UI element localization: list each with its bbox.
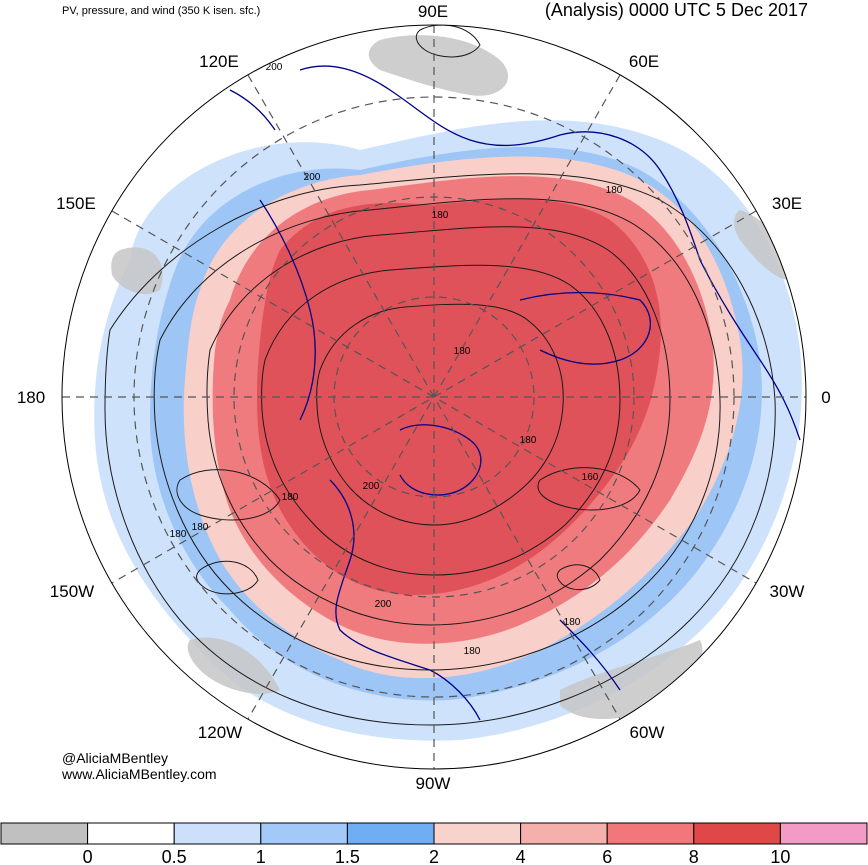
lon-label-30e: 30E (772, 194, 802, 213)
lon-label-30w: 30W (770, 582, 805, 601)
colorbar-swatch (779, 822, 868, 845)
contour-label: 180 (454, 346, 471, 357)
colorbar-tick-label: 0 (83, 847, 93, 865)
contour-label: 160 (582, 472, 599, 483)
colorbar-tick-label: 1 (256, 847, 266, 865)
colorbar-tick-label: 2 (429, 847, 439, 865)
lon-label-120w: 120W (198, 723, 242, 742)
lon-label-90e: 90E (418, 2, 448, 21)
lon-label-120e: 120E (199, 52, 239, 71)
lon-label-60e: 60E (629, 52, 659, 71)
colorbar-swatch (693, 822, 781, 845)
contour-label: 180 (192, 522, 209, 533)
lon-label-60w: 60W (630, 723, 665, 742)
credit-website: www.AliciaMBentley.com (61, 766, 217, 782)
lon-label-0: 0 (821, 388, 830, 407)
colorbar-swatch (606, 822, 695, 845)
contour-label: 180 (432, 210, 449, 221)
contour-label: 180 (464, 646, 481, 657)
contour-label: 180 (606, 185, 623, 196)
colorbar-swatch (173, 822, 262, 845)
pv-gray-patch-southwest (187, 637, 280, 694)
map-title: PV, pressure, and wind (350 K isen. sfc.… (62, 5, 260, 17)
contour-label: 200 (363, 481, 380, 492)
colorbar-swatch (520, 822, 608, 845)
colorbar-tick-label: 4 (516, 847, 526, 865)
colorbar-tick-labels: 0 0.5 1 1.5 2 4 6 8 10 (83, 847, 791, 865)
pv-gray-patch-east (734, 210, 790, 280)
colorbar-swatch (87, 822, 175, 845)
map-valid-time: (Analysis) 0000 UTC 5 Dec 2017 (545, 0, 808, 20)
graticule (62, 25, 806, 769)
map-disk: 200 200 180 180 180 180 180 160 180 180 … (62, 25, 806, 769)
contour-label: 200 (375, 599, 392, 610)
colorbar-swatch (260, 822, 348, 845)
contour-label: 180 (282, 492, 299, 503)
colorbar (0, 822, 868, 845)
pressure-contours (104, 25, 776, 726)
colorbar-tick-label: 10 (770, 847, 790, 865)
colorbar-tick-label: 6 (602, 847, 612, 865)
lon-label-90w: 90W (416, 774, 451, 793)
colorbar-swatch (0, 822, 89, 845)
lon-label-150e: 150E (56, 194, 96, 213)
contour-label: 180 (170, 529, 187, 540)
colorbar-swatch (433, 822, 522, 845)
contour-labels: 200 200 180 180 180 180 180 160 180 180 … (170, 62, 623, 657)
pv-gray-patch-west (111, 247, 163, 295)
contour-label: 180 (564, 617, 581, 628)
colorbar-swatch (346, 822, 435, 845)
contour-label: 180 (520, 435, 537, 446)
contour-label: 200 (304, 172, 321, 183)
lon-label-150w: 150W (50, 582, 94, 601)
longitude-labels: 90E 60E 30E 0 30W 60W 90W 120W 150W 180 … (17, 2, 831, 793)
contour-label: 200 (266, 62, 283, 73)
colorbar-tick-label: 8 (689, 847, 699, 865)
credit-handle: @AliciaMBentley (62, 750, 168, 766)
pv-gray-patch-north (368, 35, 509, 96)
colorbar-tick-label: 1.5 (335, 847, 360, 865)
lon-label-180: 180 (17, 388, 45, 407)
colorbar-tick-label: 0.5 (162, 847, 187, 865)
map-border (61, 24, 807, 770)
